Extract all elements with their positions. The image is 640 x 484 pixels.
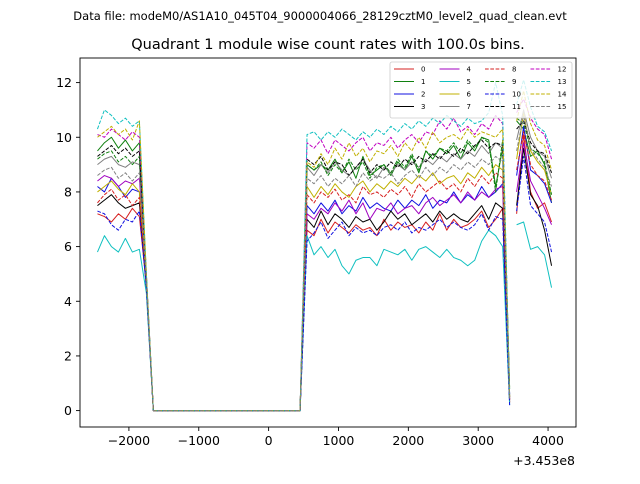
- series-line-15-part-1: [516, 114, 553, 187]
- series-line-10-part-1: [516, 155, 553, 253]
- series-line-15-part-0: [97, 155, 511, 412]
- legend-label-2: 2: [421, 91, 425, 99]
- legend-box: [389, 61, 573, 119]
- y-tick-label: 6: [64, 239, 72, 254]
- axes-frame: [79, 57, 577, 428]
- x-tick-label: −1000: [178, 433, 220, 448]
- legend-label-6: 6: [467, 91, 472, 99]
- legend-label-1: 1: [421, 78, 425, 86]
- legend-label-5: 5: [467, 78, 471, 86]
- legend-label-3: 3: [421, 103, 425, 111]
- legend-label-0: 0: [421, 66, 425, 74]
- series-15: [97, 114, 553, 412]
- x-offset-label: +3.453e8: [513, 453, 575, 468]
- chart-title: Quadrant 1 module wise count rates with …: [131, 37, 525, 53]
- legend-label-15: 15: [558, 103, 567, 111]
- x-tick-label: 3000: [462, 433, 494, 448]
- y-tick-label: 4: [64, 294, 72, 309]
- y-tick-label: 12: [56, 75, 72, 90]
- legend-label-12: 12: [558, 66, 567, 74]
- legend-label-4: 4: [467, 66, 472, 74]
- y-tick-label: 8: [64, 184, 72, 199]
- y-tick-label: 10: [56, 130, 72, 145]
- y-tick-label: 2: [64, 348, 72, 363]
- x-tick-label: 4000: [532, 433, 564, 448]
- legend-label-8: 8: [512, 66, 516, 74]
- series-line-4-part-1: [516, 142, 553, 225]
- x-tick-label: 2000: [392, 433, 424, 448]
- series-line-3-part-1: [516, 147, 553, 266]
- y-tick-label: 0: [64, 403, 72, 418]
- series-line-8-part-1: [516, 131, 553, 201]
- series-line-5-part-1: [516, 221, 553, 288]
- legend-label-11: 11: [512, 103, 521, 111]
- series-line-6-part-1: [516, 112, 553, 195]
- legend-label-14: 14: [558, 91, 567, 99]
- x-tick-label: 1000: [323, 433, 355, 448]
- data-file-label: Data file: modeM0/AS1A10_045T04_90000040…: [73, 9, 567, 23]
- series-line-2-part-1: [516, 125, 553, 204]
- legend-label-7: 7: [467, 103, 471, 111]
- legend-label-10: 10: [512, 91, 521, 99]
- plot-area: −2000 −1000 0 1000 2000 3000 40000246810120123…: [56, 57, 577, 448]
- x-tick-label: 0: [265, 433, 273, 448]
- x-tick-label: −2000: [108, 433, 150, 448]
- legend-label-9: 9: [512, 78, 516, 86]
- legend-label-13: 13: [558, 78, 567, 86]
